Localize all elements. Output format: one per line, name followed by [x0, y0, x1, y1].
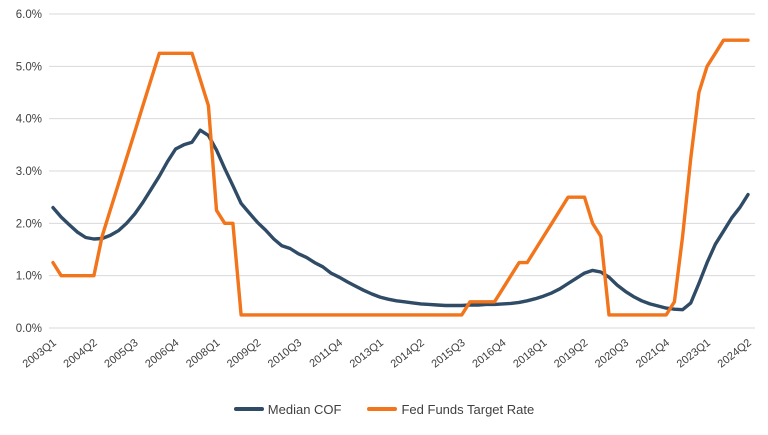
x-axis-tick-label: 2003Q1: [21, 337, 59, 371]
fed-funds-target-rate-line: [51, 38, 750, 317]
y-axis-tick-label: 1.0%: [16, 271, 42, 283]
x-axis-tick-label: 2019Q2: [552, 337, 590, 371]
chart-legend: Median COF Fed Funds Target Rate: [0, 396, 768, 422]
fed-funds-line-swatch: [367, 407, 398, 411]
x-axis-tick-label: 2006Q4: [143, 337, 181, 371]
legend-label-fed-funds: Fed Funds Target Rate: [401, 401, 535, 417]
x-axis-tick-label: 2015Q3: [429, 337, 467, 371]
y-axis-tick-label: 5.0%: [16, 61, 42, 73]
legend-item-median-cof: Median COF: [233, 401, 342, 417]
median-cof-line: [51, 128, 750, 312]
x-axis-tick-label: 2021Q4: [634, 337, 672, 371]
median-cof-line-swatch: [233, 407, 264, 411]
x-axis-tick-label: 2004Q2: [61, 337, 99, 371]
x-axis-tick-label: 2005Q3: [102, 337, 140, 371]
x-axis-tick-label: 2013Q1: [348, 337, 386, 371]
x-axis-tick-label: 2024Q2: [716, 337, 754, 371]
y-axis-tick-label: 4.0%: [16, 114, 42, 126]
legend-label-median-cof: Median COF: [267, 401, 342, 417]
x-axis-tick-label: 2020Q3: [593, 337, 631, 371]
x-axis-tick-label: 2023Q1: [675, 337, 713, 371]
x-axis-tick-label: 2018Q1: [511, 337, 549, 371]
chart-svg: 0.0% 1.0% 2.0% 3.0% 4.0% 5.0% 6.0% 2003Q1 2004Q2…: [16, 9, 755, 371]
y-axis-tick-label: 0.0%: [16, 323, 42, 335]
x-axis-tick-label: 2008Q1: [184, 337, 222, 371]
x-axis-tick-label: 2011Q4: [307, 337, 345, 370]
x-axis-tick-label: 2009Q2: [225, 337, 263, 371]
y-axis-tick-label: 2.0%: [16, 218, 42, 230]
legend-item-fed-funds: Fed Funds Target Rate: [367, 402, 534, 417]
y-axis-tick-label: 3.0%: [16, 166, 42, 178]
x-axis-tick-label: 2010Q3: [266, 337, 304, 371]
x-axis-tick-label: 2016Q4: [470, 337, 508, 371]
x-axis-tick-label: 2014Q2: [389, 337, 427, 371]
y-axis-tick-label: 6.0%: [16, 9, 42, 21]
